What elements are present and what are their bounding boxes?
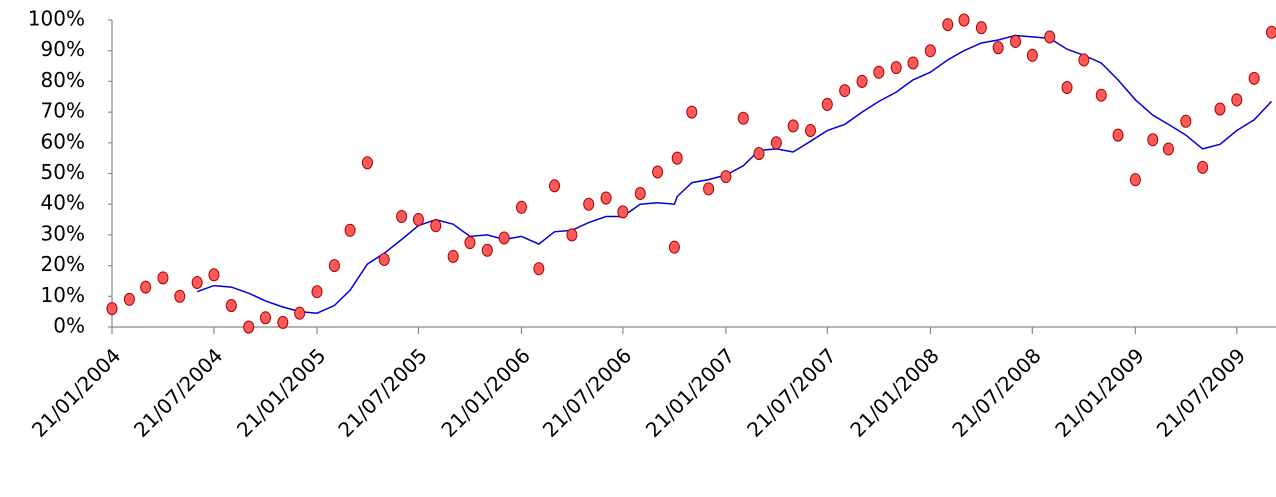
data-point	[549, 179, 561, 193]
data-point	[328, 259, 340, 273]
trend-line	[196, 34, 1273, 314]
data-point	[191, 275, 203, 289]
data-point	[225, 299, 237, 313]
x-tick-label: 21/01/2004	[27, 343, 125, 441]
data-point	[498, 231, 510, 245]
data-point	[1129, 173, 1141, 187]
y-tick-label: 70%	[41, 99, 85, 123]
x-tick-label: 21/01/2008	[845, 343, 943, 441]
x-tick-label: 21/01/2006	[436, 343, 534, 441]
data-point	[652, 165, 664, 179]
x-tick-label: 21/01/2009	[1050, 343, 1148, 441]
data-point	[600, 191, 612, 205]
data-point	[668, 240, 680, 254]
y-tick-label: 90%	[41, 37, 85, 61]
data-point	[123, 292, 135, 306]
y-tick-label: 10%	[41, 283, 85, 307]
data-point	[361, 156, 373, 170]
data-point	[942, 18, 954, 32]
x-tick-label: 21/07/2007	[742, 343, 840, 441]
y-tick-label: 40%	[41, 191, 85, 215]
data-point	[890, 61, 902, 75]
data-point	[566, 228, 578, 242]
data-point	[174, 289, 186, 303]
data-point	[1214, 102, 1226, 116]
data-point	[1044, 30, 1056, 44]
data-point	[873, 65, 885, 79]
data-point	[805, 124, 817, 138]
y-tick-label: 100%	[28, 7, 85, 31]
data-point	[1248, 71, 1260, 85]
data-point	[208, 268, 220, 282]
y-tick-label: 80%	[41, 68, 85, 92]
data-point	[140, 280, 152, 294]
data-point	[277, 315, 289, 329]
x-tick-label: 21/07/2006	[538, 343, 636, 441]
data-point	[787, 119, 799, 133]
data-point	[821, 97, 833, 111]
data-point	[533, 262, 545, 276]
data-point	[975, 21, 987, 35]
data-point	[294, 306, 306, 320]
data-point	[396, 209, 408, 223]
x-tick-label: 21/07/2009	[1152, 343, 1250, 441]
data-point	[753, 147, 765, 161]
data-point	[992, 41, 1004, 55]
data-point	[1061, 81, 1073, 95]
x-tick-label: 21/07/2004	[129, 343, 227, 441]
data-point	[1010, 34, 1022, 48]
data-point	[1026, 48, 1038, 62]
data-point	[157, 271, 169, 285]
data-point	[344, 223, 356, 237]
x-tick-label: 21/07/2008	[947, 343, 1045, 441]
data-point	[1147, 133, 1159, 147]
data-point	[1231, 93, 1243, 107]
data-point	[1162, 142, 1174, 156]
data-point	[737, 111, 749, 125]
data-point	[481, 243, 493, 257]
data-point	[958, 13, 970, 27]
x-tick-label: 21/01/2005	[232, 343, 330, 441]
data-point	[907, 56, 919, 70]
data-point	[617, 205, 629, 219]
data-point	[430, 219, 442, 233]
data-point	[770, 136, 782, 150]
y-tick-label: 50%	[41, 160, 85, 184]
data-point	[583, 197, 595, 211]
y-tick-label: 0%	[53, 314, 85, 338]
y-tick-label: 60%	[41, 129, 85, 153]
x-tick-label: 21/01/2007	[641, 343, 739, 441]
data-point	[686, 105, 698, 119]
data-point	[106, 302, 118, 316]
data-point	[1078, 53, 1090, 67]
data-point	[839, 84, 851, 98]
data-point	[1095, 88, 1107, 102]
data-point	[1180, 114, 1192, 128]
x-tick-label: 21/07/2005	[333, 343, 431, 441]
data-point	[378, 252, 390, 266]
data-point	[856, 74, 868, 88]
data-point	[243, 320, 255, 334]
data-point	[515, 200, 527, 214]
y-tick-label: 30%	[41, 221, 85, 245]
y-tick-label: 20%	[41, 252, 85, 276]
data-point	[412, 213, 424, 227]
data-point	[464, 236, 476, 250]
data-point	[671, 151, 683, 165]
data-point	[720, 170, 732, 184]
data-point	[924, 44, 936, 58]
data-point	[447, 249, 459, 263]
data-point	[1112, 128, 1124, 142]
data-point	[1266, 25, 1276, 39]
data-point	[311, 285, 323, 299]
data-point	[1197, 160, 1209, 174]
data-point	[634, 186, 646, 200]
data-point	[703, 182, 715, 196]
data-point	[259, 311, 271, 325]
